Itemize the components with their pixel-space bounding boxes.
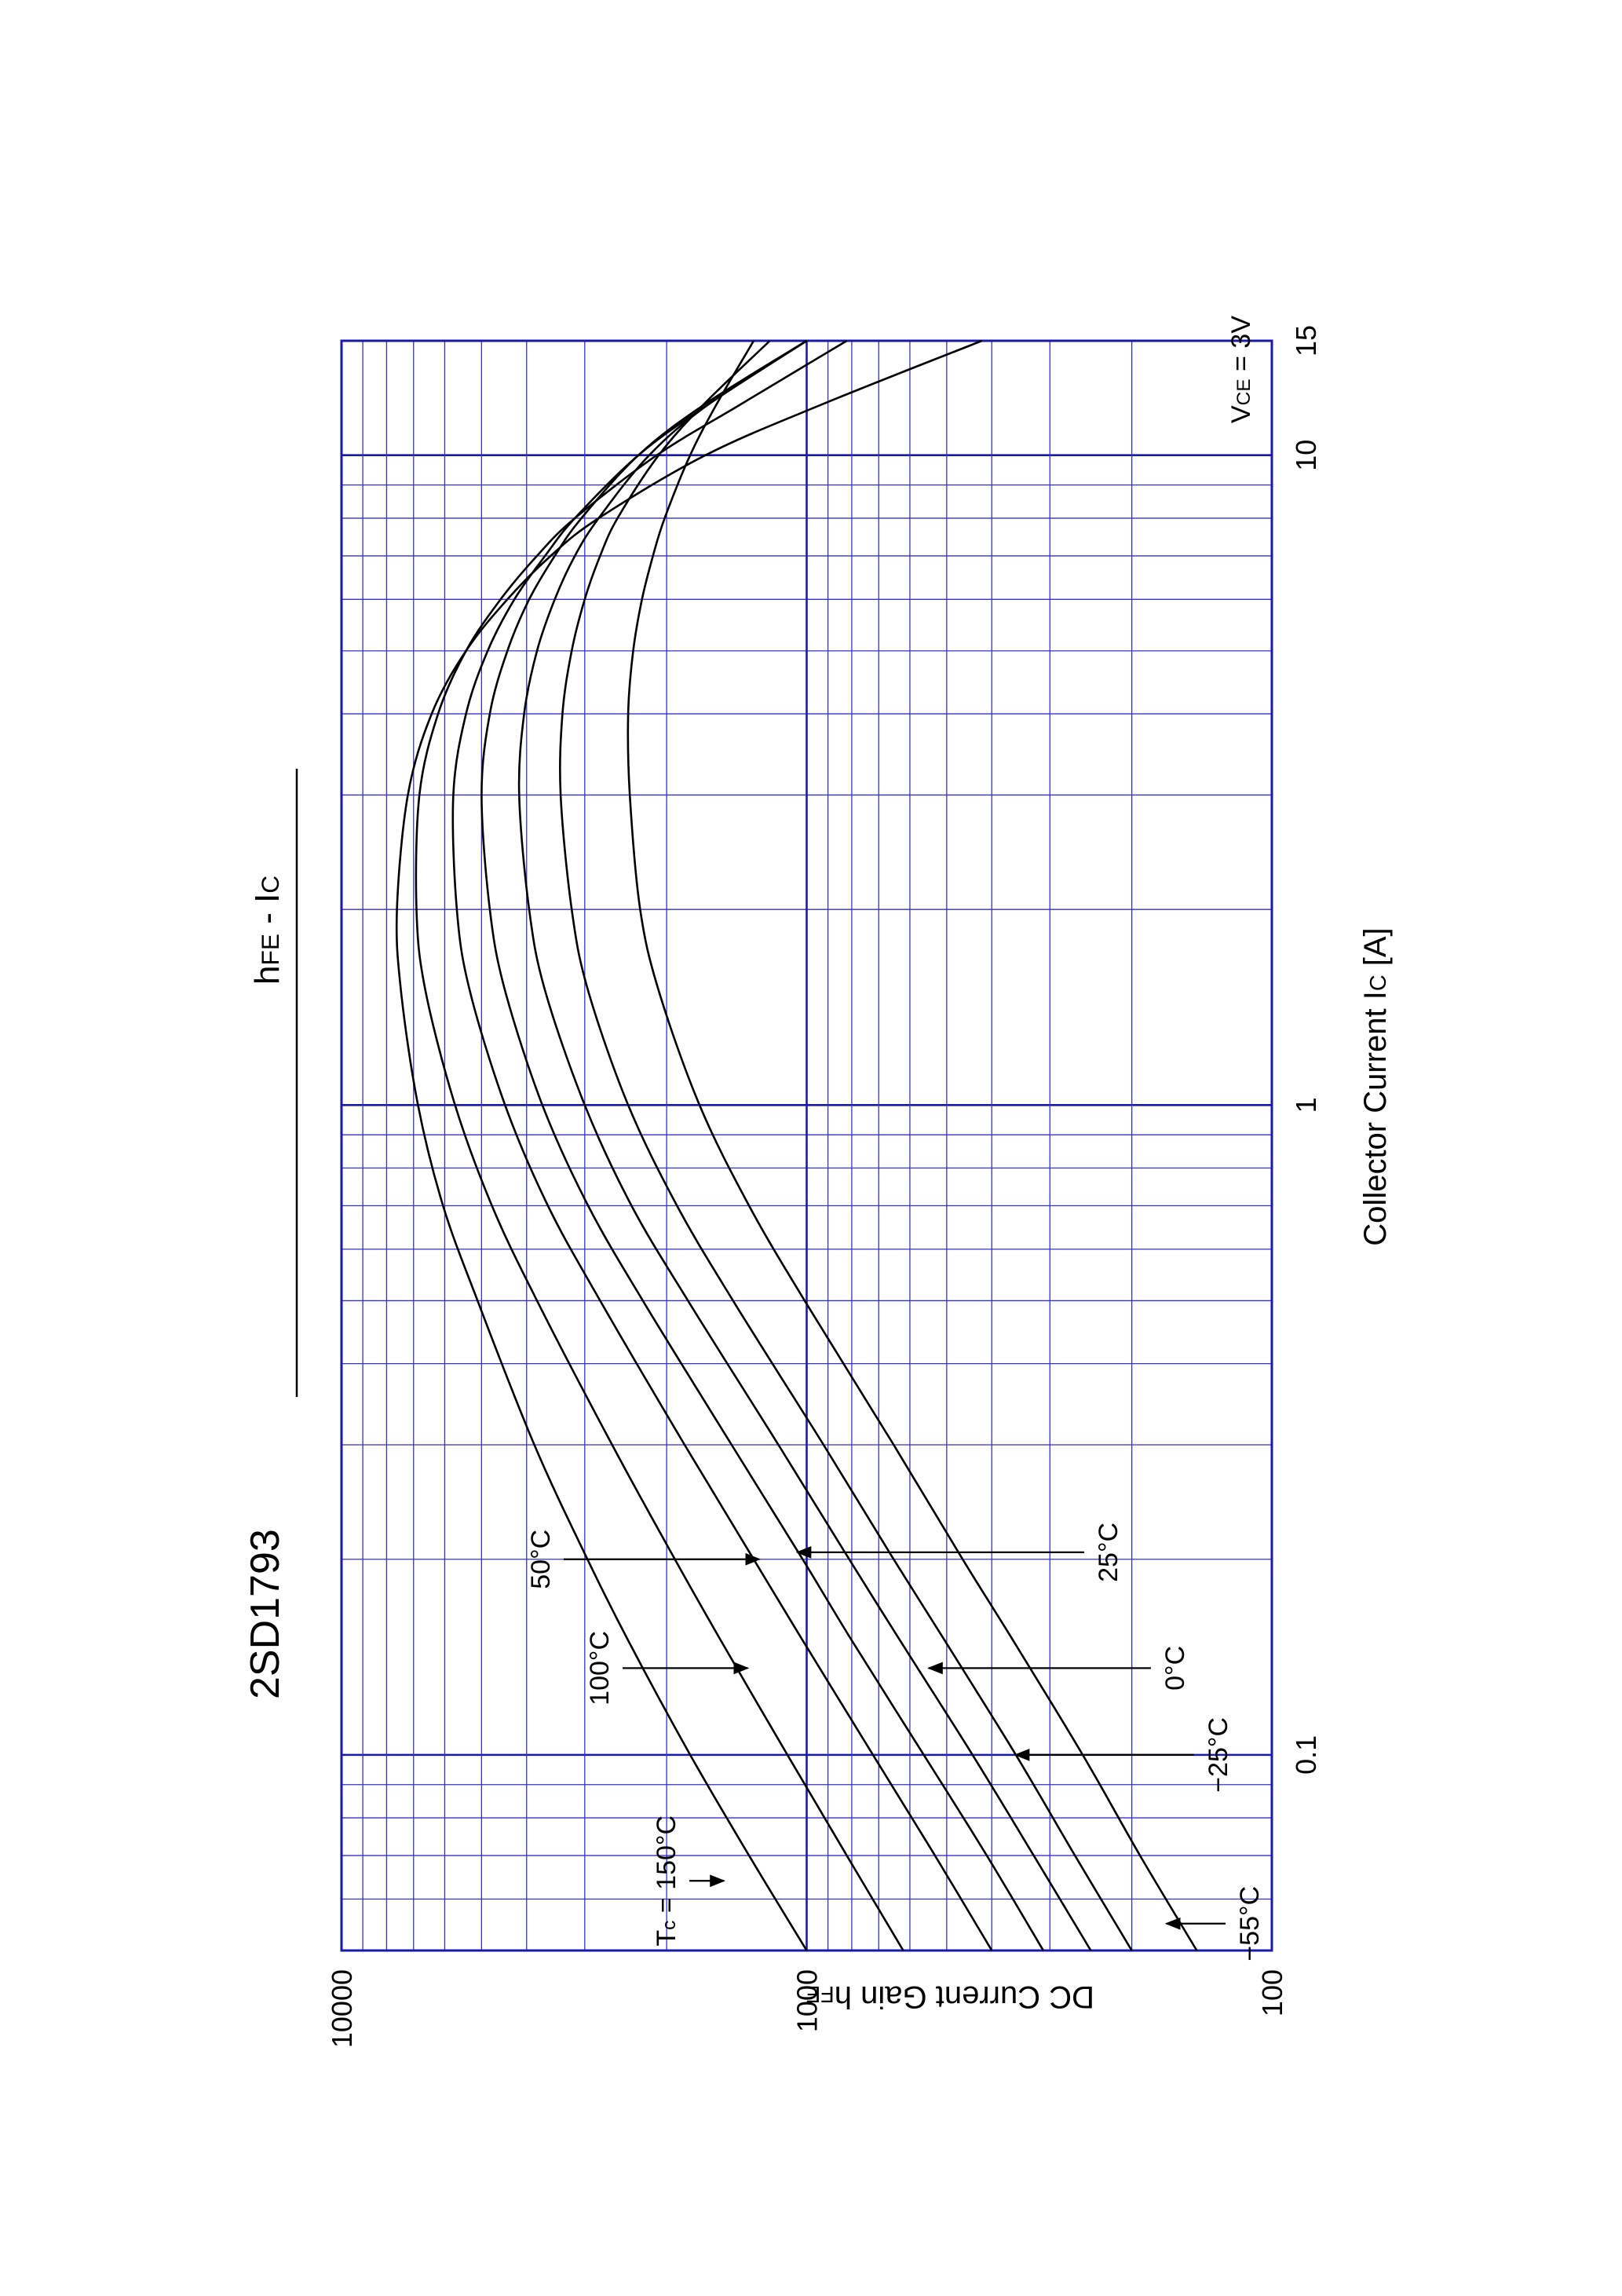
annotation: 50°C xyxy=(526,1530,762,1589)
annotation-label: 50°C xyxy=(526,1530,556,1589)
x-tick-label: 1 xyxy=(1290,1097,1322,1113)
annotation: 100°C xyxy=(585,1631,750,1706)
annotation-label: −25°C xyxy=(1204,1717,1233,1793)
y-axis-label: DC Current Gain hFE xyxy=(806,1980,1094,2014)
x-tick-label: 15 xyxy=(1290,325,1322,356)
annotation: −55°C xyxy=(1164,1886,1265,1961)
annotation-label: 100°C xyxy=(585,1631,615,1706)
x-tick-label: 10 xyxy=(1290,440,1322,471)
series-line xyxy=(480,339,1045,1951)
series-line xyxy=(559,340,1133,1951)
y-tick-label: 1000 xyxy=(791,1969,824,2032)
annotation-label: 0°C xyxy=(1160,1646,1190,1691)
series-line xyxy=(451,339,993,1951)
series-line xyxy=(415,339,904,1951)
page-title: 2SD1793 xyxy=(243,1529,288,1699)
series-line xyxy=(627,340,1198,1951)
series-curves xyxy=(395,339,1198,1951)
annotation: Tc = 150°C xyxy=(652,1815,726,1947)
series-line xyxy=(395,339,983,1951)
grid-lines xyxy=(342,341,1272,1951)
annotation-label: −55°C xyxy=(1235,1886,1265,1961)
x-tick-label: 0.1 xyxy=(1290,1735,1322,1775)
annotation-label: 25°C xyxy=(1094,1523,1123,1582)
annotation: 0°C xyxy=(927,1646,1190,1691)
y-tick-label: 10000 xyxy=(326,1969,358,2048)
annotation: 25°C xyxy=(795,1523,1123,1582)
y-tick-label: 100 xyxy=(1256,1969,1288,2016)
y-tick-labels: 100 1000 10000 xyxy=(326,1969,1288,2048)
series-line xyxy=(517,339,1092,1951)
x-axis-label: Collector Current IC [A] xyxy=(1358,927,1393,1245)
condition-label: VCE = 3V xyxy=(1226,316,1256,423)
annotation-label: Tc = 150°C xyxy=(652,1815,681,1947)
x-tick-labels: 0.1 1 10 15 xyxy=(1290,325,1322,1775)
curve-annotations: Tc = 150°C 100°C 50°C 25°C 0°C −25°C −55°C xyxy=(526,1523,1265,1961)
chart-title: hFE - IC xyxy=(248,876,287,985)
annotation: −25°C xyxy=(1014,1717,1233,1793)
